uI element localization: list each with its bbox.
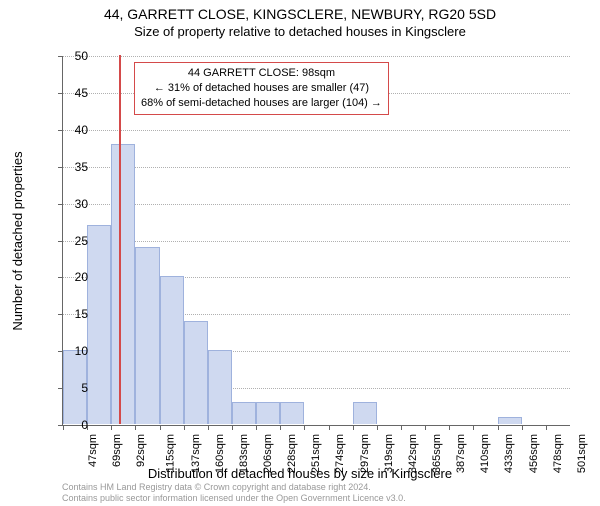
- chart-title: 44, GARRETT CLOSE, KINGSCLERE, NEWBURY, …: [0, 6, 600, 22]
- xtick-mark: [329, 425, 330, 430]
- histogram-bar: [184, 321, 208, 424]
- xtick-mark: [208, 425, 209, 430]
- xtick-mark: [111, 425, 112, 430]
- histogram-bar: [256, 402, 280, 424]
- x-axis-label: Distribution of detached houses by size …: [0, 466, 600, 481]
- info-line-1: 44 GARRETT CLOSE: 98sqm: [141, 66, 382, 81]
- xtick-mark: [184, 425, 185, 430]
- histogram-bar: [87, 225, 111, 424]
- xtick-mark: [256, 425, 257, 430]
- xtick-label: 47sqm: [87, 434, 99, 467]
- xtick-mark: [353, 425, 354, 430]
- gridline: [63, 204, 570, 205]
- histogram-bar: [232, 402, 256, 424]
- histogram-bar: [135, 247, 159, 424]
- xtick-mark: [546, 425, 547, 430]
- gridline: [63, 130, 570, 131]
- gridline: [63, 56, 570, 57]
- xtick-mark: [377, 425, 378, 430]
- histogram-bar: [498, 417, 522, 424]
- ytick-label: 35: [58, 160, 88, 174]
- ytick-label: 30: [58, 197, 88, 211]
- footer-text: Contains HM Land Registry data © Crown c…: [62, 482, 406, 504]
- y-axis-label: Number of detached properties: [10, 151, 25, 330]
- xtick-mark: [135, 425, 136, 430]
- chart-subtitle: Size of property relative to detached ho…: [0, 24, 600, 39]
- xtick-mark: [522, 425, 523, 430]
- histogram-bar: [280, 402, 304, 424]
- ytick-label: 10: [58, 344, 88, 358]
- footer-line-2: Contains public sector information licen…: [62, 493, 406, 503]
- ytick-label: 40: [58, 123, 88, 137]
- xtick-mark: [449, 425, 450, 430]
- xtick-mark: [498, 425, 499, 430]
- info-line-2: ← 31% of detached houses are smaller (47…: [141, 81, 382, 96]
- ytick-label: 0: [58, 418, 88, 432]
- xtick-mark: [232, 425, 233, 430]
- xtick-label: 92sqm: [135, 434, 147, 467]
- gridline: [63, 241, 570, 242]
- ytick-label: 5: [58, 381, 88, 395]
- histogram-bar: [353, 402, 377, 424]
- xtick-mark: [304, 425, 305, 430]
- histogram-bar: [111, 144, 135, 424]
- xtick-mark: [160, 425, 161, 430]
- histogram-bar: [208, 350, 232, 424]
- gridline: [63, 167, 570, 168]
- xtick-mark: [401, 425, 402, 430]
- info-line-3: 68% of semi-detached houses are larger (…: [141, 96, 382, 111]
- xtick-mark: [473, 425, 474, 430]
- xtick-mark: [280, 425, 281, 430]
- plot-area: 47sqm69sqm92sqm115sqm137sqm160sqm183sqm2…: [62, 56, 570, 426]
- ytick-label: 20: [58, 270, 88, 284]
- info-box: 44 GARRETT CLOSE: 98sqm ← 31% of detache…: [134, 62, 389, 115]
- ytick-label: 15: [58, 307, 88, 321]
- chart-container: 44, GARRETT CLOSE, KINGSCLERE, NEWBURY, …: [0, 6, 600, 506]
- ytick-label: 50: [58, 49, 88, 63]
- marker-line: [119, 55, 121, 424]
- ytick-label: 45: [58, 86, 88, 100]
- footer-line-1: Contains HM Land Registry data © Crown c…: [62, 482, 371, 492]
- histogram-bar: [160, 276, 184, 424]
- xtick-mark: [425, 425, 426, 430]
- xtick-label: 69sqm: [111, 434, 123, 467]
- ytick-label: 25: [58, 234, 88, 248]
